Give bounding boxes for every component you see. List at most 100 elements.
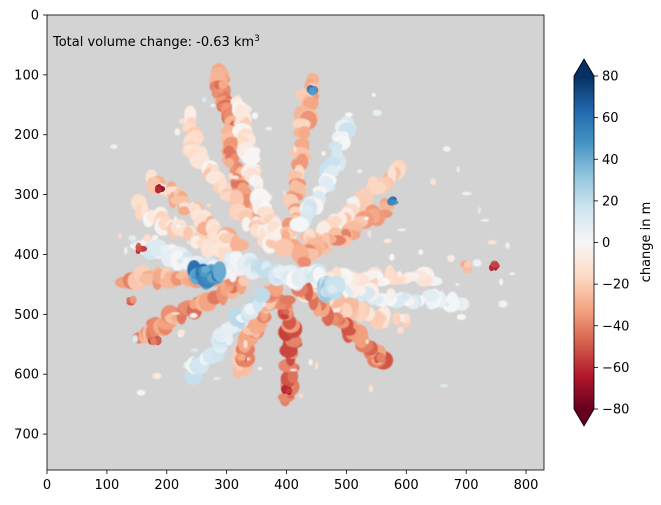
surface-fragment — [283, 190, 286, 196]
surface-patch — [441, 295, 460, 313]
x-axis: 0 100 200 300 400 500 600 700 800 — [43, 470, 538, 493]
surface-patch — [229, 238, 250, 252]
colorbar-tick-label: 40 — [602, 153, 619, 168]
surface-fragment — [210, 103, 216, 108]
y-tick-label: 400 — [14, 248, 39, 263]
x-tick-label: 600 — [394, 478, 419, 493]
surface-fragment — [186, 240, 192, 245]
x-tick-label: 100 — [94, 478, 119, 493]
x-tick-label: 200 — [154, 478, 179, 493]
surface-fragment — [128, 235, 137, 242]
surface-fragment — [456, 166, 460, 173]
surface-fragment — [243, 340, 248, 349]
y-tick-label: 100 — [14, 68, 39, 83]
surface-fragment — [363, 216, 369, 221]
hotspot-patch — [490, 260, 499, 268]
change-hotspot — [387, 196, 399, 206]
y-tick-label: 200 — [14, 128, 39, 143]
surface-fragment — [385, 297, 389, 303]
x-tick-label: 400 — [274, 478, 299, 493]
colorbar-tick-label: 60 — [602, 111, 619, 126]
surface-fragment — [183, 145, 193, 149]
volume-change-annotation: Total volume change: -0.63 km3 — [52, 34, 260, 50]
x-tick-label: 0 — [43, 478, 51, 493]
surface-fragment — [178, 118, 186, 125]
glacier-arm — [183, 287, 271, 386]
surface-fragment — [505, 242, 510, 249]
glacier-arm — [316, 275, 346, 303]
surface-patch — [298, 126, 310, 141]
colorbar: 80 60 40 20 0 −20 −40 −60 −80 change in m — [573, 58, 654, 427]
surface-fragment — [346, 198, 356, 204]
colorbar-tick-label: 0 — [602, 236, 610, 251]
colorbar-gradient — [574, 76, 594, 409]
surface-patch — [286, 170, 303, 180]
hotspot-patch — [135, 242, 142, 253]
surface-fragment — [257, 366, 262, 371]
hotspot-patch — [286, 388, 293, 394]
surface-fragment — [418, 249, 424, 255]
surface-fragment — [118, 233, 122, 240]
surface-fragment — [201, 96, 207, 103]
surface-fragment — [110, 144, 118, 150]
surface-fragment — [443, 146, 451, 152]
surface-fragment — [487, 239, 497, 245]
surface-fragment — [123, 246, 128, 255]
surface-fragment — [357, 169, 363, 174]
surface-fragment — [509, 272, 515, 276]
surface-fragment — [455, 283, 460, 286]
glacier-arm — [230, 95, 290, 246]
surface-fragment — [206, 203, 211, 207]
colorbar-tick-label: 80 — [602, 70, 619, 85]
surface-fragment — [213, 377, 221, 380]
y-axis: 0 100 200 300 400 500 600 700 — [14, 9, 47, 443]
surface-fragment — [151, 234, 159, 240]
surface-fragment — [143, 234, 151, 243]
surface-fragment — [177, 329, 186, 335]
surface-patch — [212, 261, 227, 282]
hotspot-patch — [201, 265, 210, 273]
surface-patch — [366, 180, 387, 195]
hotspot-patch — [376, 352, 386, 362]
surface-patch — [241, 152, 261, 165]
glacier-arm — [291, 198, 396, 268]
surface-fragment — [447, 254, 455, 263]
change-hotspot — [459, 260, 473, 274]
surface-fragment — [251, 112, 259, 120]
surface-fragment — [430, 178, 436, 186]
hotspot-patch — [282, 309, 290, 315]
change-hotspot — [214, 80, 228, 94]
change-hotspot — [235, 352, 248, 367]
change-hotspot — [154, 183, 166, 194]
surface-fragment — [290, 368, 298, 372]
surface-fragment — [383, 238, 392, 244]
y-tick-label: 0 — [31, 9, 39, 24]
surface-patch — [327, 284, 337, 294]
surface-patch — [224, 333, 234, 346]
hotspot-patch — [464, 260, 472, 268]
colorbar-tick-label: −80 — [602, 403, 629, 418]
colorbar-tick-label: −40 — [602, 319, 629, 334]
surface-patch — [392, 311, 401, 326]
surface-patch — [238, 276, 250, 287]
y-tick-label: 500 — [14, 308, 39, 323]
surface-fragment — [174, 128, 181, 136]
surface-fragment — [321, 150, 326, 156]
hotspot-patch — [308, 87, 317, 96]
surface-fragment — [174, 215, 177, 223]
surface-fragment — [478, 206, 482, 214]
surface-fragment — [265, 126, 273, 131]
surface-patch — [274, 238, 295, 258]
y-tick-label: 600 — [14, 368, 39, 383]
surface-fragment — [190, 348, 199, 352]
surface-fragment — [371, 92, 376, 97]
surface-fragment — [314, 362, 319, 370]
hotspot-patch — [237, 354, 246, 361]
y-tick-label: 700 — [14, 428, 39, 443]
colorbar-extend-max — [574, 59, 594, 76]
surface-patch — [177, 206, 191, 216]
surface-fragment — [246, 357, 251, 361]
surface-fragment — [189, 313, 198, 319]
colorbar-tick-label: −20 — [602, 278, 629, 293]
